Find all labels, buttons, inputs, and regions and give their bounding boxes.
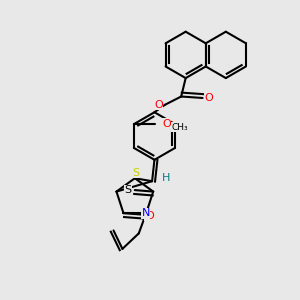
- Text: H: H: [162, 173, 170, 183]
- Text: O: O: [145, 211, 154, 221]
- Text: S: S: [125, 185, 132, 195]
- Text: O: O: [205, 93, 214, 103]
- Text: O: O: [162, 118, 171, 128]
- Text: O: O: [154, 100, 163, 110]
- Text: CH₃: CH₃: [171, 123, 188, 132]
- Text: N: N: [141, 208, 150, 218]
- Text: S: S: [132, 168, 139, 178]
